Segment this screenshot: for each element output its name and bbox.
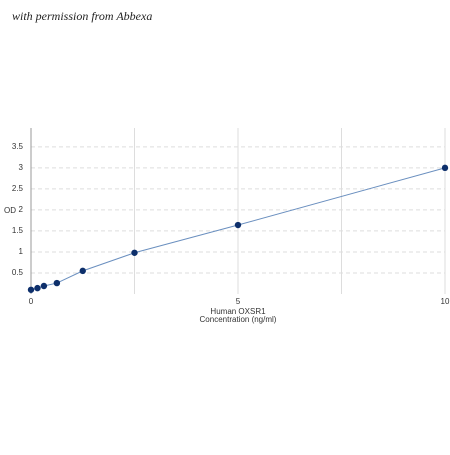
y-tick-label: 3 (19, 163, 24, 172)
data-point (34, 284, 41, 292)
data-point (40, 282, 48, 290)
data-point (131, 249, 138, 256)
x-tick-label: 5 (236, 297, 241, 306)
y-tick-label: 1.5 (12, 226, 24, 235)
y-tick-label: 2.5 (12, 184, 24, 193)
x-axis-label: Concentration (ng/ml) (200, 315, 277, 324)
watermark: with permission from Abbexa (12, 9, 152, 23)
x-axis-label: Human OXSR1 (210, 307, 266, 316)
data-point (53, 279, 61, 287)
x-tick-label: 10 (441, 297, 450, 306)
data-point (79, 267, 86, 275)
data-point (27, 286, 35, 293)
y-tick-label: 1 (19, 247, 24, 256)
data-point (441, 164, 449, 172)
y-tick-label: 0.5 (12, 268, 24, 277)
y-tick-label: 2 (19, 205, 24, 214)
data-point (234, 221, 242, 229)
y-axis-label: OD (4, 206, 16, 215)
x-tick-label: 0 (29, 297, 34, 306)
y-tick-label: 3.5 (12, 142, 24, 151)
